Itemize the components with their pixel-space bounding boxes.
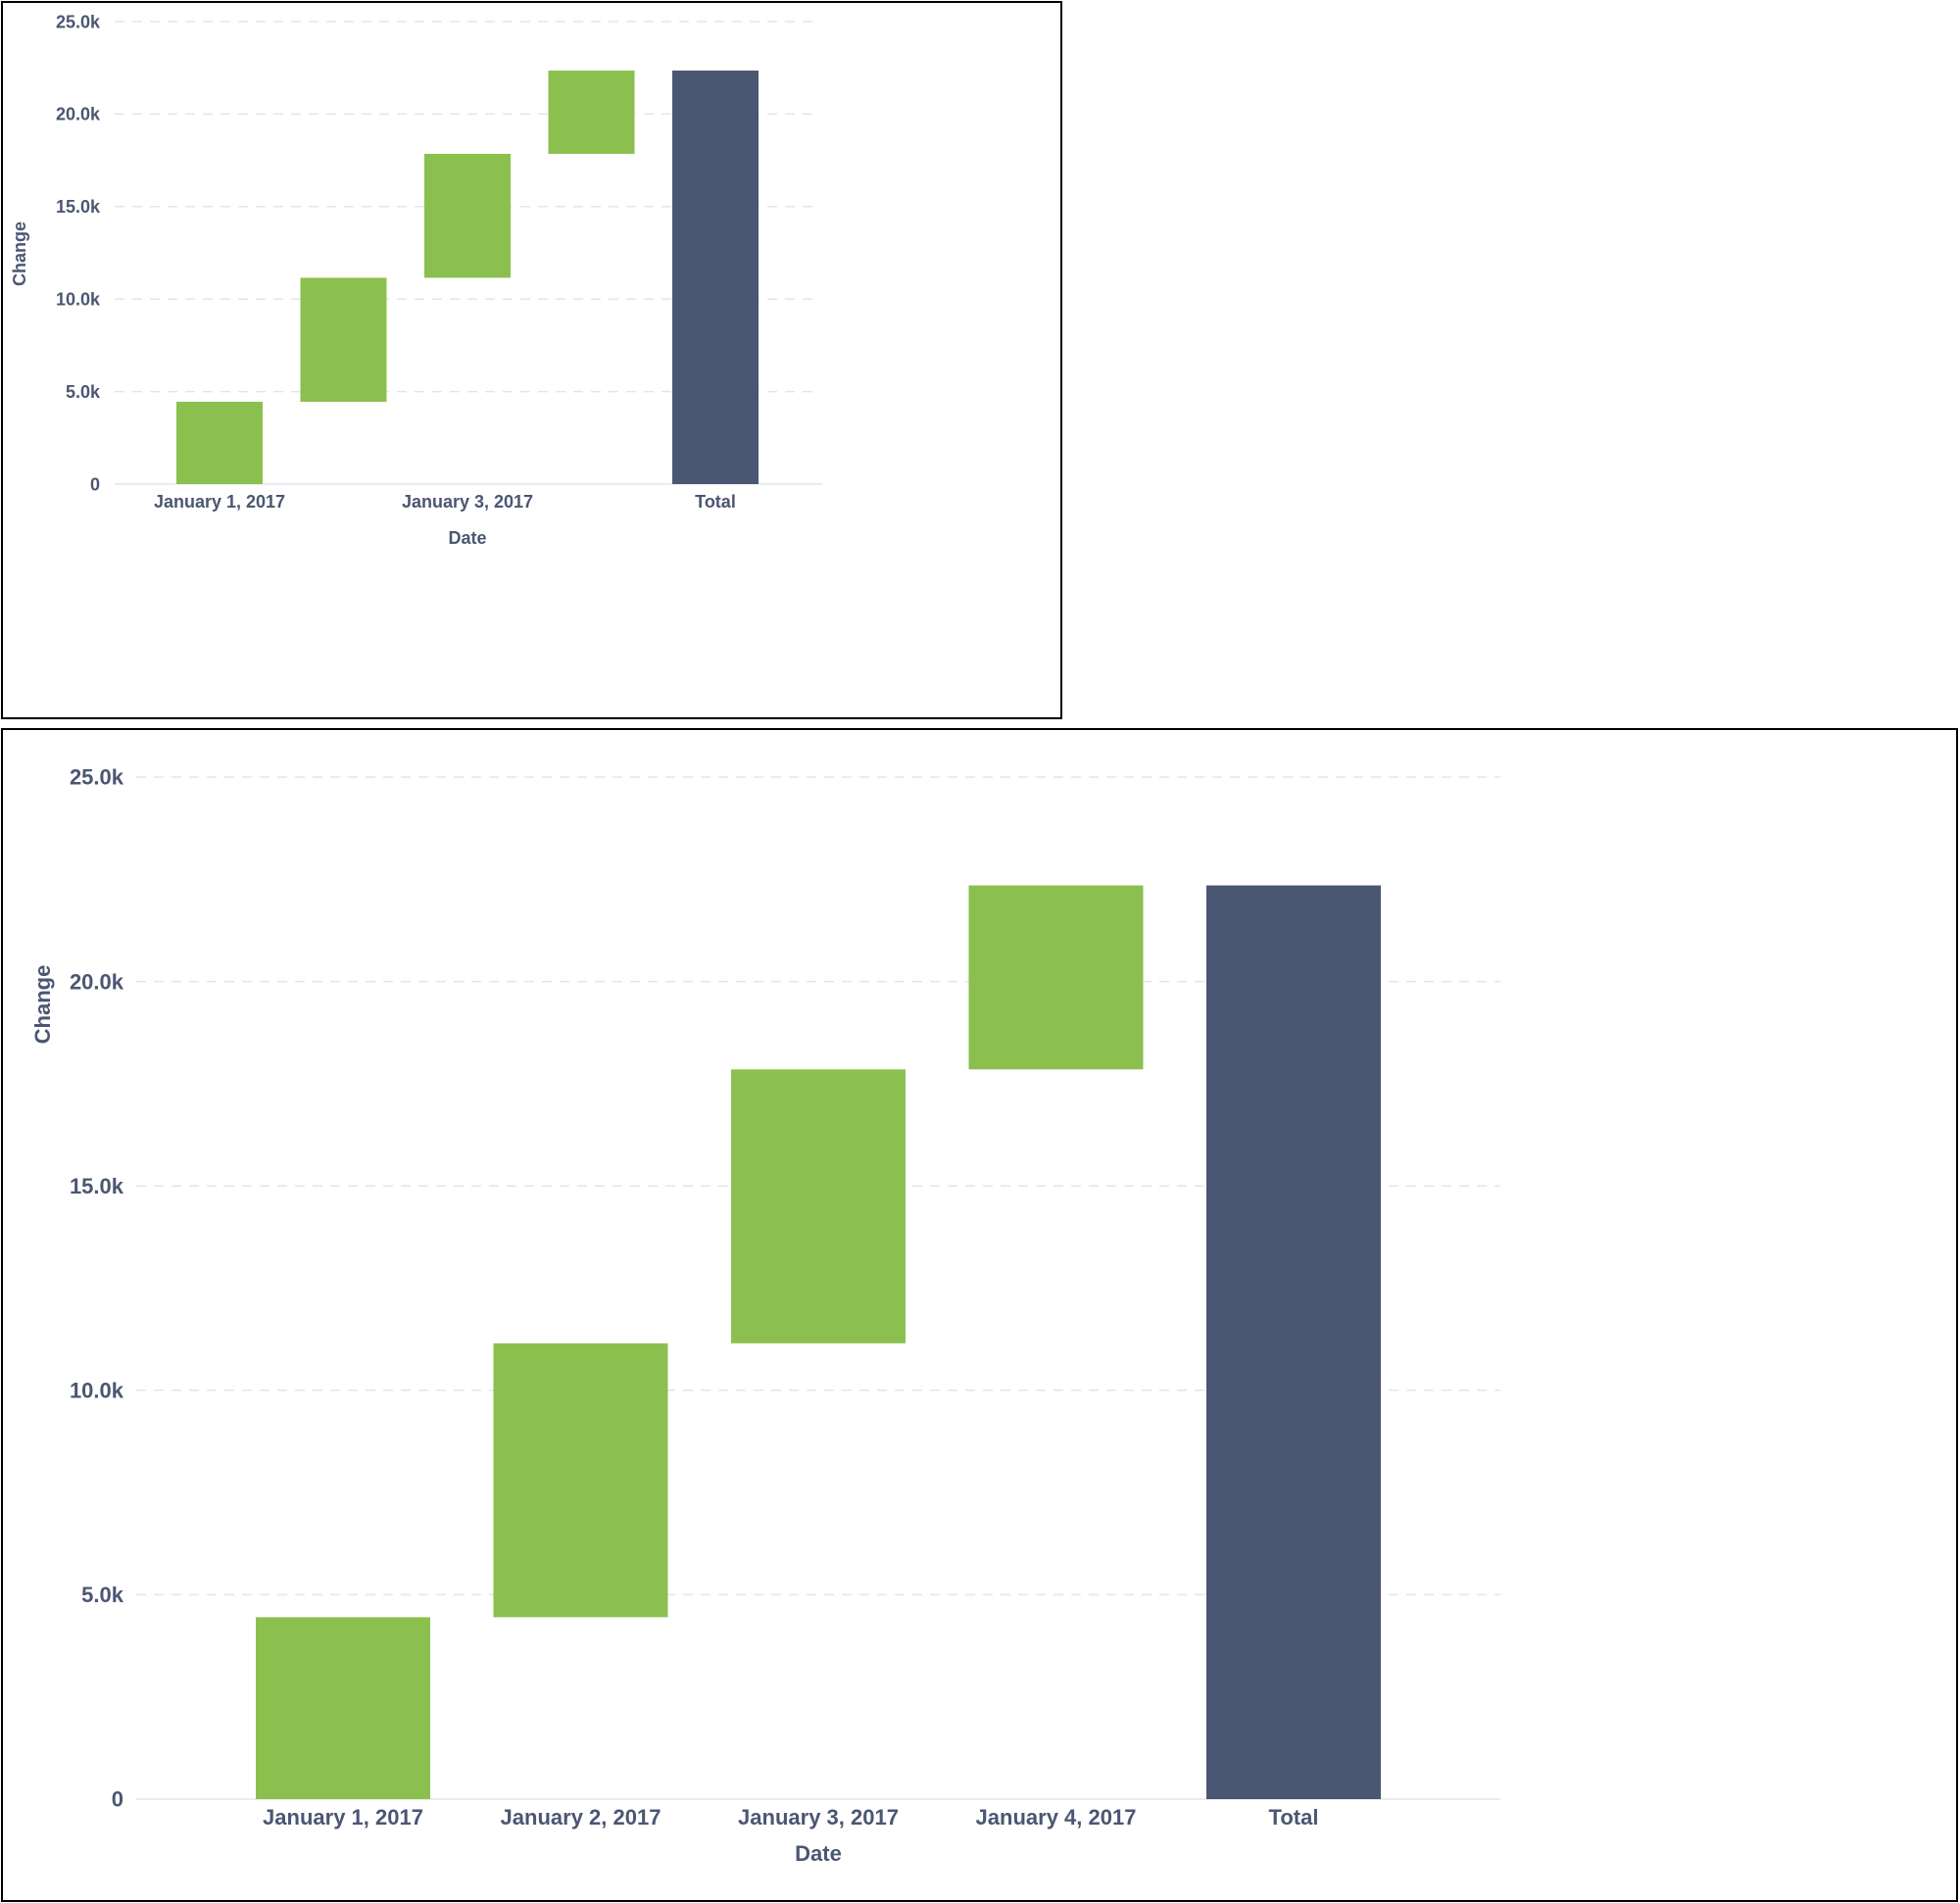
change-bar[interactable] [968,885,1144,1070]
change-bar[interactable] [424,153,511,278]
waterfall-chart-large: 0 5.0k 10.0k 15.0k 20.0k 25.0k January 1, 2017… [1,728,1958,1902]
y-tick-label: 15.0k [70,1174,124,1198]
change-bar[interactable] [493,1342,668,1618]
x-axis-title: Date [795,1841,842,1866]
y-tick-label: 0 [90,474,100,494]
change-bar[interactable] [300,277,387,402]
waterfall-chart-small: 0 5.0k 10.0k 15.0k 20.0k 25.0k January 1, 2017… [1,1,1062,719]
y-tick-label: 5.0k [81,1583,124,1607]
total-bar[interactable] [672,71,759,485]
y-tick-label: 10.0k [56,290,101,310]
y-tick-label: 0 [112,1787,123,1812]
y-axis-title: Change [30,965,55,1045]
x-tick-label: January 2, 2017 [501,1805,662,1830]
chart-svg-small: 0 5.0k 10.0k 15.0k 20.0k 25.0k January 1, 2017… [10,12,822,548]
change-bar[interactable] [256,1617,430,1799]
change-bar[interactable] [176,401,263,484]
total-bar[interactable] [1206,885,1381,1799]
y-tick-label: 15.0k [56,197,101,217]
y-tick-label: 5.0k [66,382,101,402]
x-tick-label: Total [695,492,736,512]
y-tick-label: 25.0k [70,765,124,790]
y-axis-title: Change [10,221,29,286]
y-tick-label: 25.0k [56,12,101,31]
x-tick-label: January 3, 2017 [738,1805,899,1830]
x-axis-title: Date [448,528,486,548]
chart-svg-large: 0 5.0k 10.0k 15.0k 20.0k 25.0k January 1, 2017… [30,765,1500,1866]
x-tick-label: Total [1269,1805,1319,1830]
x-tick-label: January 3, 2017 [402,492,533,512]
change-bar[interactable] [731,1069,906,1343]
y-tick-label: 20.0k [70,969,124,994]
x-tick-label: January 4, 2017 [976,1805,1137,1830]
x-tick-label: January 1, 2017 [154,492,285,512]
y-tick-label: 10.0k [70,1379,124,1403]
x-tick-label: January 1, 2017 [263,1805,423,1830]
y-tick-label: 20.0k [56,105,101,124]
change-bar[interactable] [548,71,635,154]
